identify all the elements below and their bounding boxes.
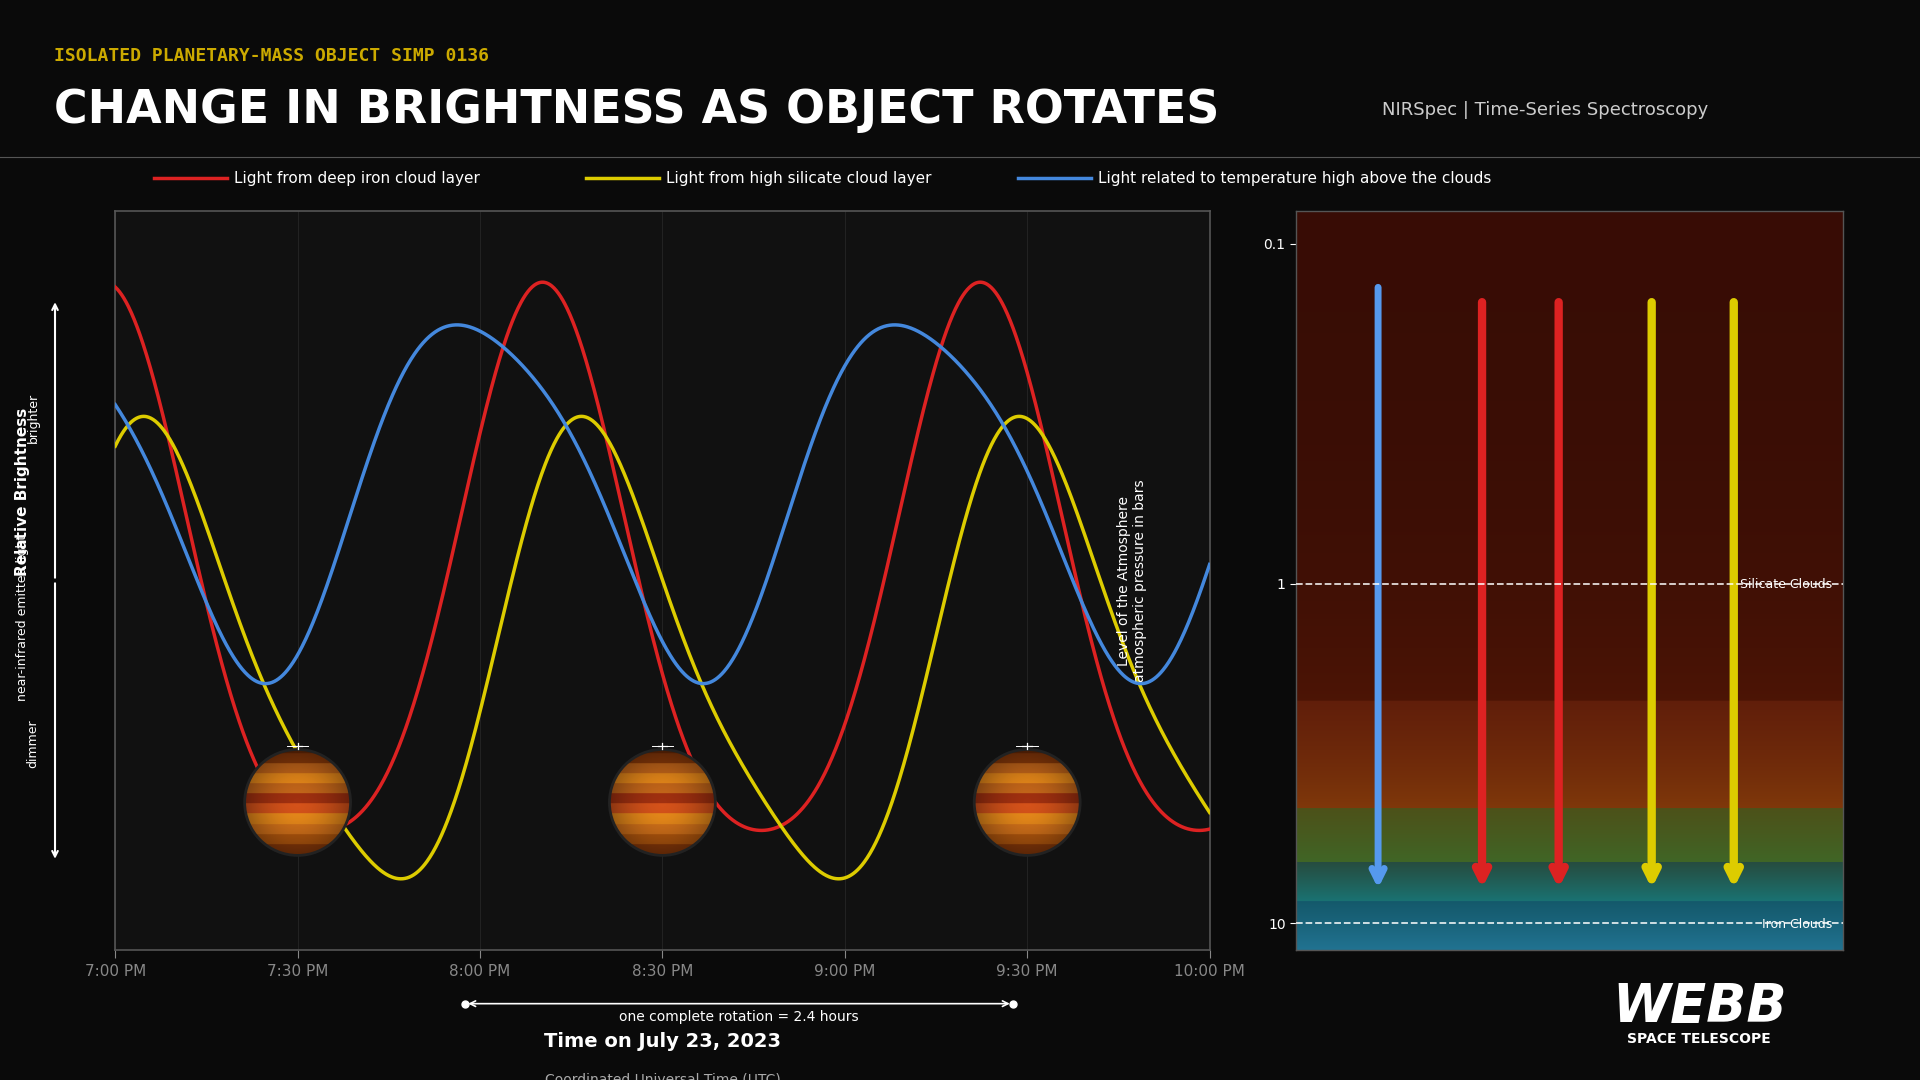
Text: one complete rotation = 2.4 hours: one complete rotation = 2.4 hours [618, 1010, 858, 1024]
Text: CHANGE IN BRIGHTNESS AS OBJECT ROTATES: CHANGE IN BRIGHTNESS AS OBJECT ROTATES [54, 87, 1219, 133]
Text: Iron Clouds: Iron Clouds [1763, 918, 1832, 931]
Text: Light from high silicate cloud layer: Light from high silicate cloud layer [666, 171, 931, 186]
Text: ISOLATED PLANETARY-MASS OBJECT SIMP 0136: ISOLATED PLANETARY-MASS OBJECT SIMP 0136 [54, 48, 490, 65]
Text: Coordinated Universal Time (UTC): Coordinated Universal Time (UTC) [545, 1072, 780, 1080]
Text: WEBB: WEBB [1613, 981, 1786, 1032]
Text: Silicate Clouds: Silicate Clouds [1740, 578, 1832, 591]
Text: Relative Brightness: Relative Brightness [15, 407, 29, 576]
Text: NIRSpec | Time-Series Spectroscopy: NIRSpec | Time-Series Spectroscopy [1382, 102, 1709, 119]
Text: Light related to temperature high above the clouds: Light related to temperature high above … [1098, 171, 1492, 186]
Text: Level of the Atmosphere
atmospheric pressure in bars: Level of the Atmosphere atmospheric pres… [1117, 480, 1146, 681]
Text: SPACE TELESCOPE: SPACE TELESCOPE [1628, 1032, 1770, 1045]
Text: brighter: brighter [27, 393, 40, 443]
Text: dimmer: dimmer [27, 719, 40, 768]
Text: near-infrared emitted light: near-infrared emitted light [15, 535, 29, 701]
Text: Light from deep iron cloud layer: Light from deep iron cloud layer [234, 171, 480, 186]
Text: Time on July 23, 2023: Time on July 23, 2023 [543, 1031, 781, 1051]
